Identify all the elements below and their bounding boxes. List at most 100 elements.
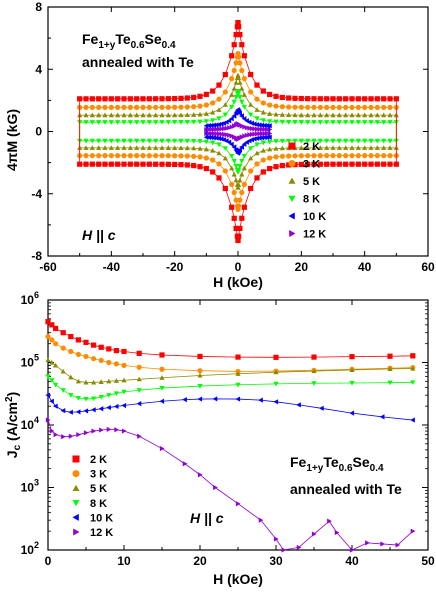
data-point: [203, 102, 209, 108]
data-point: [106, 393, 112, 398]
data-point: [355, 138, 361, 144]
series-10K: [45, 392, 415, 423]
data-point: [197, 154, 203, 160]
data-point: [216, 131, 222, 137]
data-point: [241, 165, 247, 171]
data-point: [235, 184, 241, 190]
data-point: [279, 104, 285, 110]
legend-label: 12 K: [90, 527, 113, 539]
series-line: [47, 336, 413, 372]
data-point: [140, 120, 146, 125]
data-point: [108, 120, 114, 125]
data-point: [273, 103, 279, 109]
data-point: [374, 112, 380, 118]
data-point: [296, 544, 302, 551]
data-point: [235, 501, 241, 507]
data-point: [248, 112, 254, 118]
data-point: [317, 120, 323, 125]
data-point: [159, 138, 165, 144]
data-point: [233, 60, 239, 66]
compound-label: Fe1+yTe0.6Se0.4: [82, 31, 176, 51]
data-point: [249, 131, 255, 137]
data-point: [343, 138, 349, 144]
data-point: [330, 138, 336, 144]
legend-entry: 10 K: [72, 512, 113, 524]
data-point: [98, 344, 104, 350]
data-point: [146, 104, 152, 110]
data-point: [305, 96, 311, 102]
data-point: [127, 96, 133, 102]
data-point: [121, 120, 127, 125]
legend-marker: [288, 160, 296, 167]
data-point: [236, 233, 242, 239]
legend-entry: 12 K: [73, 527, 113, 539]
data-point: [113, 391, 119, 397]
data-point: [393, 96, 399, 102]
legend-entry: 10 K: [288, 211, 326, 223]
data-point: [136, 350, 142, 356]
data-point: [216, 121, 222, 128]
data-point: [286, 95, 292, 101]
y-label-units: (A/cm: [4, 402, 20, 445]
data-point: [273, 111, 279, 117]
data-point: [77, 96, 83, 102]
data-point: [53, 362, 59, 368]
data-point: [203, 146, 209, 152]
data-point: [235, 72, 241, 78]
data-point: [134, 96, 140, 102]
data-point: [324, 112, 330, 118]
data-point: [355, 104, 361, 110]
data-point: [279, 94, 285, 101]
x-tick-label: 40: [345, 554, 359, 568]
data-point: [237, 163, 243, 169]
data-point: [159, 161, 165, 167]
data-point: [241, 204, 247, 210]
data-point: [197, 145, 203, 151]
data-point: [203, 111, 209, 116]
y-axis-label: 4πM (kG): [4, 109, 20, 171]
data-point: [235, 354, 241, 360]
legend-entry: 3 K: [72, 469, 107, 481]
data-point: [343, 112, 349, 118]
data-point: [349, 145, 355, 150]
data-point: [206, 123, 211, 129]
data-point: [317, 161, 323, 167]
y-tick-label: 103: [21, 478, 39, 495]
data-point: [267, 146, 273, 152]
data-point: [349, 96, 355, 102]
data-point: [197, 111, 203, 117]
data-point: [53, 432, 59, 438]
data-point: [83, 153, 89, 159]
data-point: [298, 112, 304, 118]
data-point: [172, 138, 178, 144]
y-tick-exponent: 5: [34, 353, 39, 363]
data-point: [229, 165, 235, 171]
data-point: [210, 140, 216, 146]
data-point: [96, 153, 102, 159]
data-point: [184, 119, 190, 125]
data-point: [178, 95, 184, 101]
data-point: [241, 76, 247, 82]
data-point: [197, 353, 203, 360]
x-tick-label: 0: [235, 260, 242, 274]
data-point: [68, 374, 74, 380]
y-tick-label: -8: [31, 249, 42, 263]
data-point: [237, 94, 243, 100]
data-point: [134, 104, 140, 110]
data-point: [292, 120, 298, 125]
data-point: [75, 395, 81, 401]
data-point: [305, 153, 311, 159]
data-point: [231, 99, 237, 105]
data-point: [273, 93, 279, 99]
data-point: [53, 341, 59, 347]
data-point: [381, 138, 387, 144]
data-point: [233, 80, 239, 85]
data-point: [229, 92, 235, 97]
data-point: [410, 417, 415, 423]
data-point: [45, 319, 51, 325]
data-point: [91, 379, 97, 385]
data-point: [49, 322, 55, 328]
data-point: [239, 171, 245, 177]
data-point: [197, 103, 203, 109]
data-point: [260, 100, 266, 106]
